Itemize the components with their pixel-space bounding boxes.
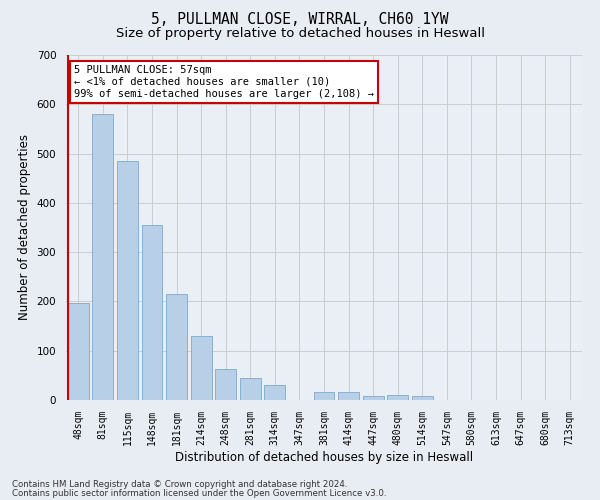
Text: Size of property relative to detached houses in Heswall: Size of property relative to detached ho… [115,28,485,40]
Bar [387,395,408,400]
Bar [68,304,89,400]
X-axis label: Distribution of detached houses by size in Heswall: Distribution of detached houses by size … [175,450,473,464]
Bar [338,392,359,400]
Bar [92,114,113,400]
Bar [362,396,383,400]
Text: 5 PULLMAN CLOSE: 57sqm
← <1% of detached houses are smaller (10)
99% of semi-det: 5 PULLMAN CLOSE: 57sqm ← <1% of detached… [74,66,374,98]
Bar [240,378,261,400]
Bar [166,294,187,400]
Bar [142,225,163,400]
Text: 5, PULLMAN CLOSE, WIRRAL, CH60 1YW: 5, PULLMAN CLOSE, WIRRAL, CH60 1YW [151,12,449,28]
Bar [117,162,138,400]
Bar [191,336,212,400]
Bar [412,396,433,400]
Text: Contains public sector information licensed under the Open Government Licence v3: Contains public sector information licen… [12,488,386,498]
Bar [314,392,334,400]
Bar [215,370,236,400]
Bar [265,384,286,400]
Text: Contains HM Land Registry data © Crown copyright and database right 2024.: Contains HM Land Registry data © Crown c… [12,480,347,489]
Y-axis label: Number of detached properties: Number of detached properties [18,134,31,320]
